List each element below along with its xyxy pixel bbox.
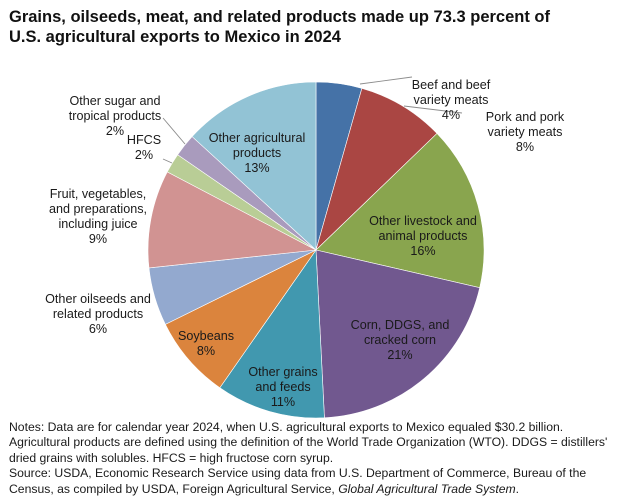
slice-label: Fruit, vegetables, and preparations, inclu… bbox=[49, 187, 147, 246]
slice-name-label: variety meats bbox=[414, 93, 489, 107]
notes-line-3: dried grains with solubles. HFCS = high … bbox=[9, 450, 334, 465]
slice-name-label: Beef and beef bbox=[412, 78, 491, 92]
slice-percent-label: 9% bbox=[89, 232, 107, 246]
slice-label: Soybeans 8% bbox=[178, 329, 234, 358]
source-dataset-name: Global Agricultural Trade System bbox=[338, 481, 516, 496]
pie-slice-other-grains-and-feeds bbox=[219, 249, 325, 419]
slice-name-label: and preparations, bbox=[49, 202, 147, 216]
slice-name-label: Other grains bbox=[248, 365, 317, 379]
slice-percent-label: 21% bbox=[387, 348, 412, 362]
chart-title-line-1: Grains, oilseeds, meat, and related prod… bbox=[9, 8, 550, 26]
slice-percent-label: 4% bbox=[442, 108, 460, 122]
slice-label: Other oilseeds and related products 6% bbox=[45, 292, 151, 336]
pie-slice-corn-ddgs-and-cracked-corn bbox=[315, 249, 481, 419]
slice-name-label: variety meats bbox=[488, 125, 563, 139]
slice-name-label: products bbox=[233, 146, 281, 160]
slice-label: Other sugar and tropical products 2% bbox=[69, 94, 161, 138]
slice-name-label: Pork and pork bbox=[486, 110, 565, 124]
source-line-2: Census, as compiled by USDA, Foreign Agr… bbox=[9, 482, 624, 497]
slice-name-label: Corn, DDGS, and bbox=[351, 318, 450, 332]
slice-percent-label: 8% bbox=[516, 140, 534, 154]
slice-label: Corn, DDGS, and cracked corn 21% bbox=[351, 318, 450, 362]
slice-label: Other agricultural products 13% bbox=[209, 131, 306, 175]
chart-title-line-2: U.S. agricultural exports to Mexico in 2… bbox=[9, 28, 341, 46]
slice-name-label: Fruit, vegetables, bbox=[50, 187, 147, 201]
slice-name-label: tropical products bbox=[69, 109, 161, 123]
slice-label: Other grains and feeds 11% bbox=[248, 365, 317, 409]
slice-percent-label: 16% bbox=[410, 244, 435, 258]
slice-name-label: cracked corn bbox=[364, 333, 436, 347]
slice-label: Other livestock and animal products 16% bbox=[369, 214, 477, 258]
slice-name-label: Soybeans bbox=[178, 329, 234, 343]
slice-labels: Beef and beef variety meats 4% Pork and por… bbox=[45, 78, 565, 409]
slice-name-label: HFCS bbox=[127, 133, 161, 147]
slice-percent-label: 13% bbox=[244, 161, 269, 175]
slice-percent-label: 8% bbox=[197, 344, 215, 358]
slice-percent-label: 2% bbox=[135, 148, 153, 162]
source-prefix: Census, as compiled by USDA, Foreign Agr… bbox=[9, 481, 339, 496]
slice-name-label: Other oilseeds and bbox=[45, 292, 151, 306]
leader-lines bbox=[162, 76, 463, 164]
slice-name-label: related products bbox=[53, 307, 143, 321]
slice-percent-label: 11% bbox=[271, 395, 295, 409]
leader-line bbox=[359, 76, 413, 85]
source-line-1: Source: USDA, Economic Research Service … bbox=[9, 466, 587, 481]
slice-percent-label: 6% bbox=[89, 322, 107, 336]
slice-name-label: and feeds bbox=[255, 380, 310, 394]
slice-label: Beef and beef variety meats 4% bbox=[412, 78, 491, 122]
slice-name-label: Other agricultural bbox=[209, 131, 306, 145]
chart-title: Grains, oilseeds, meat, and related prod… bbox=[9, 7, 609, 47]
pie-slice-fruit-vegetables-and-preparations-including-juice bbox=[147, 171, 318, 269]
pie-slice-other-agricultural-products bbox=[191, 81, 317, 251]
chart-notes: Notes: Data are for calendar year 2024, … bbox=[9, 420, 624, 497]
pie-slice-other-livestock-and-animal-products bbox=[315, 133, 485, 289]
pie-slices bbox=[147, 81, 485, 419]
slice-name-label: animal products bbox=[379, 229, 468, 243]
leader-line bbox=[162, 158, 173, 164]
slice-label: Pork and pork variety meats 8% bbox=[486, 110, 565, 154]
slice-label: HFCS 2% bbox=[127, 133, 161, 162]
notes-line-1: Notes: Data are for calendar year 2024, … bbox=[9, 420, 564, 434]
slice-name-label: including juice bbox=[58, 217, 137, 231]
slice-name-label: Other livestock and bbox=[369, 214, 477, 228]
pie-slice-pork-and-pork-variety-meats bbox=[315, 88, 438, 251]
source-suffix: . bbox=[515, 481, 520, 496]
leader-line bbox=[162, 117, 186, 145]
notes-line-2: Agricultural products are defined using … bbox=[9, 435, 608, 450]
leader-line bbox=[403, 105, 463, 114]
slice-name-label: Other sugar and bbox=[69, 94, 160, 108]
slice-percent-label: 2% bbox=[106, 124, 124, 138]
